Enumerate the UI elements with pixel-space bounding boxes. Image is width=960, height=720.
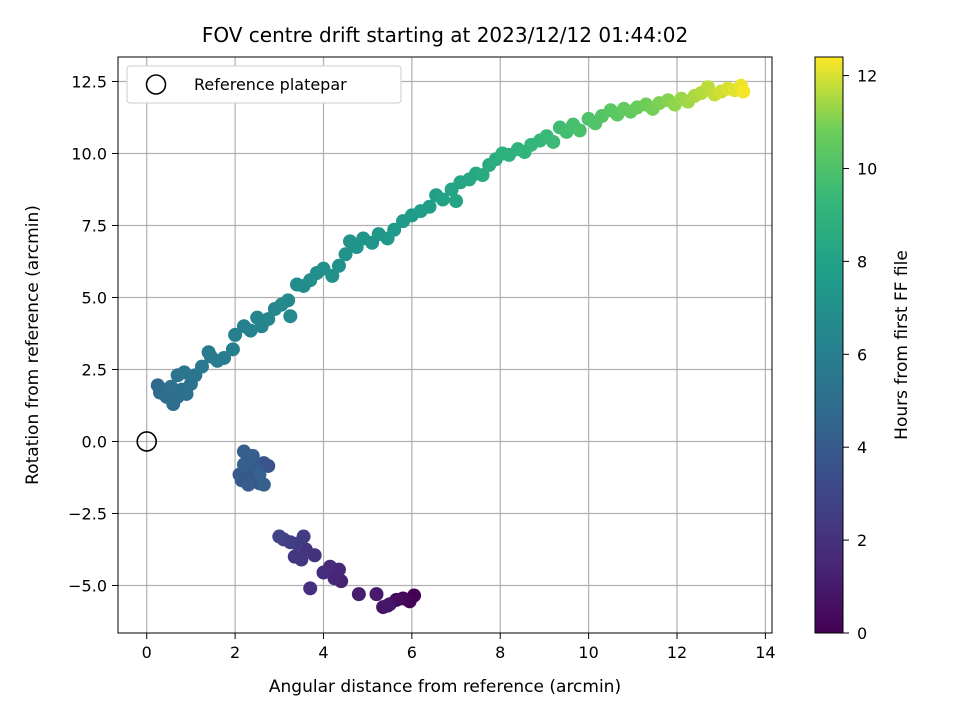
data-point: [256, 477, 271, 492]
legend-label: Reference platepar: [194, 75, 347, 94]
data-point: [572, 123, 587, 138]
data-point: [177, 365, 192, 380]
x-tick-label: 14: [755, 643, 775, 662]
scatter-points: [150, 78, 751, 615]
x-axis-label: Angular distance from reference (arcmin): [269, 677, 621, 697]
y-tick-label: 0.0: [82, 432, 107, 451]
data-point: [338, 247, 353, 262]
data-point: [369, 587, 384, 602]
data-point: [243, 323, 258, 338]
grid: [118, 57, 772, 633]
data-point: [296, 529, 311, 544]
legend-box: [126, 65, 402, 104]
x-tick-label: 4: [318, 643, 328, 662]
data-point: [217, 350, 232, 365]
colorbar-tick-label: 12: [857, 67, 877, 86]
y-tick-label: −2.5: [68, 504, 107, 523]
data-point: [546, 134, 561, 149]
data-point: [351, 587, 366, 602]
x-tick-label: 2: [230, 643, 240, 662]
y-tick-label: 2.5: [82, 360, 107, 379]
data-point: [736, 84, 751, 99]
data-point: [228, 327, 243, 342]
chart-title: FOV centre drift starting at 2023/12/12 …: [202, 23, 688, 47]
y-tick-label: 7.5: [82, 216, 107, 235]
legend: Reference platepar: [126, 65, 402, 104]
x-tick-label: 6: [407, 643, 417, 662]
y-tick-label: 12.5: [71, 72, 107, 91]
data-point: [241, 477, 256, 492]
colorbar-tick-label: 4: [857, 438, 867, 457]
data-point: [435, 192, 450, 207]
data-point: [152, 385, 167, 400]
colorbar-tick-label: 2: [857, 531, 867, 550]
data-point: [287, 549, 302, 564]
data-point: [236, 457, 251, 472]
data-point: [387, 222, 402, 237]
data-point: [272, 529, 287, 544]
data-point: [261, 312, 276, 327]
data-point: [422, 199, 437, 214]
data-point: [325, 268, 340, 283]
colorbar-tick-label: 10: [857, 159, 877, 178]
data-point: [225, 342, 240, 357]
data-point: [194, 359, 209, 374]
x-tick-label: 12: [667, 643, 687, 662]
data-point: [316, 565, 331, 580]
data-point: [380, 598, 395, 613]
data-point: [164, 379, 179, 394]
colorbar-ticks: 0 2 4 6 8 10 12: [843, 67, 877, 643]
data-point: [201, 345, 216, 360]
data-point: [331, 258, 346, 273]
colorbar: [814, 56, 844, 634]
y-tick-label: 5.0: [82, 288, 107, 307]
x-tick-label: 10: [578, 643, 598, 662]
data-point: [303, 581, 318, 596]
x-tick-label: 8: [495, 643, 505, 662]
colorbar-label: Hours from first FF file: [892, 250, 912, 440]
y-axis-ticks: −5.0 −2.5 0.0 2.5 5.0 7.5 10.0 12.5: [68, 72, 118, 595]
colorbar-tick-label: 0: [857, 624, 867, 643]
y-tick-label: 10.0: [71, 144, 107, 163]
y-tick-label: −5.0: [68, 576, 107, 595]
data-point: [281, 293, 296, 308]
x-axis-ticks: 0 2 4 6 8 10 12 14: [142, 633, 776, 662]
y-axis-label: Rotation from reference (arcmin): [23, 205, 43, 485]
x-tick-label: 0: [142, 643, 152, 662]
plot-frame: [117, 56, 773, 634]
reference-platepar-marker: [136, 431, 158, 452]
data-point: [245, 448, 260, 463]
data-point: [283, 309, 298, 324]
colorbar-tick-label: 8: [857, 252, 867, 271]
legend-marker: [145, 74, 167, 95]
colorbar-tick-label: 6: [857, 345, 867, 364]
data-point: [449, 194, 464, 208]
data-point: [475, 168, 490, 183]
